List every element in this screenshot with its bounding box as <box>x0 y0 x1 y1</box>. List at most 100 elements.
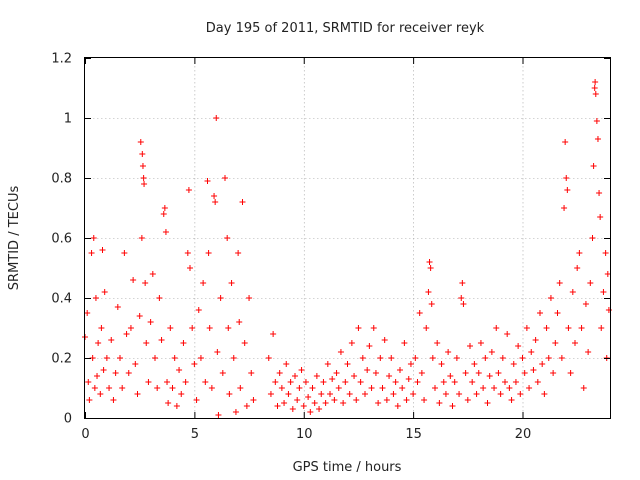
data-point <box>136 313 143 319</box>
y-tick-labels: 0 0.2 0.4 0.6 0.8 1 1.2 <box>51 52 72 427</box>
data-point <box>289 406 296 412</box>
data-point <box>383 397 390 403</box>
data-point <box>495 370 502 376</box>
data-point <box>294 397 301 403</box>
data-point <box>412 355 419 361</box>
data-point <box>302 379 309 385</box>
data-point <box>592 79 599 85</box>
data-point <box>278 385 285 391</box>
data-point <box>164 379 171 385</box>
data-point <box>451 379 458 385</box>
data-point <box>230 355 237 361</box>
data-point <box>504 331 511 337</box>
data-point <box>228 280 235 286</box>
data-point <box>596 190 603 196</box>
data-point <box>101 289 108 295</box>
data-point <box>381 337 388 343</box>
data-point <box>184 250 191 256</box>
data-point <box>318 391 325 397</box>
data-point <box>416 310 423 316</box>
data-point <box>453 355 460 361</box>
data-point <box>125 370 132 376</box>
data-point <box>426 259 433 265</box>
data-point <box>508 397 515 403</box>
data-point <box>567 370 574 376</box>
data-point <box>506 385 513 391</box>
data-point <box>171 355 178 361</box>
data-point <box>510 361 517 367</box>
data-point <box>132 361 139 367</box>
data-point <box>235 250 242 256</box>
data-point <box>313 373 320 379</box>
data-point <box>85 379 92 385</box>
data-point <box>394 403 401 409</box>
data-point <box>556 280 563 286</box>
data-point <box>497 391 504 397</box>
data-point <box>528 349 535 355</box>
data-point <box>405 376 412 382</box>
data-point <box>140 175 147 181</box>
data-point <box>232 409 239 415</box>
data-point <box>598 325 605 331</box>
data-point <box>187 265 193 271</box>
data-point <box>246 295 253 301</box>
data-point <box>91 385 98 391</box>
data-point <box>134 391 141 397</box>
data-point <box>401 340 408 346</box>
data-point <box>335 385 342 391</box>
data-point <box>138 235 145 241</box>
data-point <box>108 337 115 343</box>
data-point <box>442 391 449 397</box>
data-point <box>582 301 589 307</box>
data-point <box>572 340 578 346</box>
data-point <box>204 178 211 184</box>
data-point <box>344 361 351 367</box>
data-point <box>117 355 123 361</box>
plot-frame <box>84 57 611 419</box>
data-point <box>243 403 250 409</box>
data-point <box>605 307 612 313</box>
data-point <box>576 250 583 256</box>
data-point <box>523 325 530 331</box>
y-axis-label: SRMTID / TECUs <box>7 186 22 291</box>
data-point <box>333 370 340 376</box>
data-point <box>366 343 373 349</box>
y-tick-label: 0.8 <box>51 172 72 187</box>
data-point <box>351 373 358 379</box>
data-point <box>449 403 456 409</box>
data-point <box>578 325 585 331</box>
data-point <box>488 349 495 355</box>
data-point <box>147 319 154 325</box>
data-point <box>195 307 202 313</box>
data-point <box>390 391 397 397</box>
data-point <box>283 361 290 367</box>
x-axis-label: GPS time / hours <box>293 460 402 475</box>
data-point <box>604 271 611 277</box>
data-point <box>173 403 180 409</box>
data-point <box>99 247 106 253</box>
data-point <box>121 250 128 256</box>
data-point <box>300 403 307 409</box>
data-point <box>324 361 331 367</box>
data-point <box>475 370 482 376</box>
data-point <box>440 379 447 385</box>
data-point <box>191 361 198 367</box>
data-point <box>215 412 222 418</box>
data-point <box>438 361 445 367</box>
data-point <box>127 325 134 331</box>
data-point <box>114 304 121 310</box>
y-tick-label: 0.6 <box>51 232 72 247</box>
axis-ticks <box>85 58 610 419</box>
data-point <box>467 343 473 349</box>
data-point <box>167 325 174 331</box>
data-point <box>532 337 539 343</box>
data-point <box>563 175 570 181</box>
data-point <box>217 295 224 301</box>
data-point <box>379 385 386 391</box>
data-point <box>119 385 126 391</box>
data-point <box>473 391 480 397</box>
data-point <box>130 277 137 283</box>
data-point <box>436 400 443 406</box>
data-point <box>154 385 161 391</box>
